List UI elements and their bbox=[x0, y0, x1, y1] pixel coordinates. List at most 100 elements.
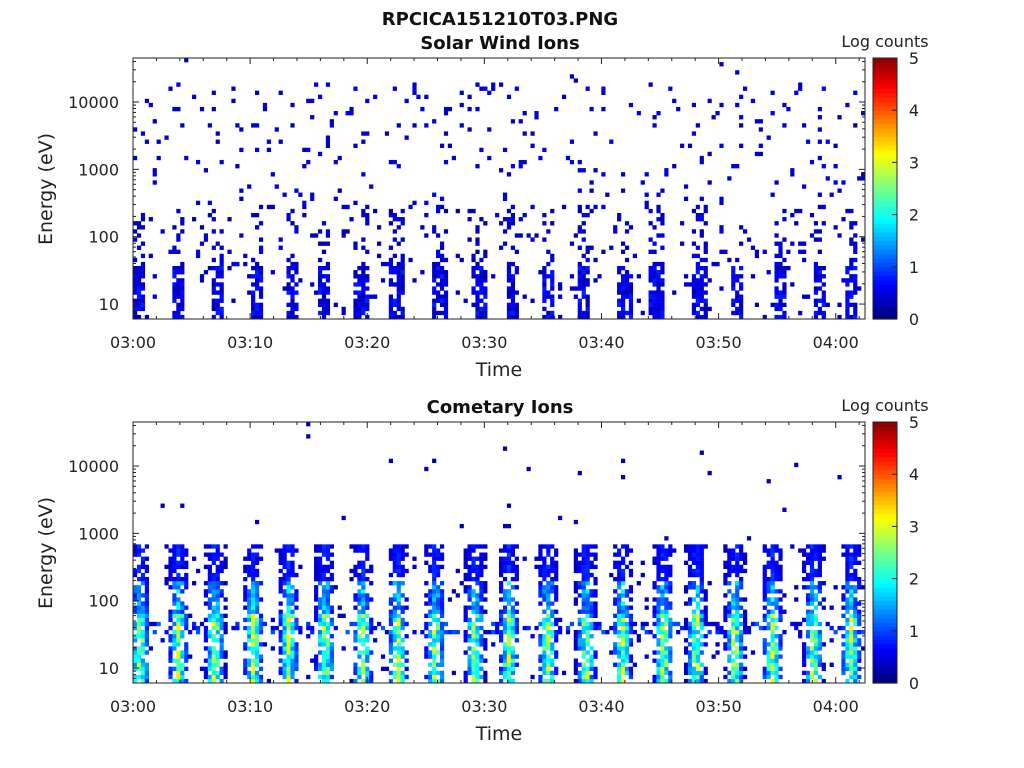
heatmap-cell bbox=[510, 278, 515, 283]
heatmap-cell bbox=[518, 159, 523, 165]
heatmap-cell bbox=[699, 642, 704, 647]
heatmap-cell bbox=[239, 196, 244, 201]
heatmap-cell bbox=[656, 621, 661, 627]
heatmap-cell bbox=[215, 298, 220, 303]
heatmap-cell bbox=[172, 265, 177, 271]
heatmap-cell bbox=[144, 674, 149, 680]
heatmap-cell bbox=[432, 597, 437, 602]
heatmap-cell bbox=[554, 564, 559, 570]
heatmap-cell bbox=[365, 613, 370, 618]
heatmap-cell bbox=[656, 605, 661, 610]
heatmap-cell bbox=[802, 560, 807, 565]
heatmap-cell bbox=[743, 609, 748, 614]
heatmap-cell bbox=[546, 638, 551, 643]
heatmap-cell bbox=[664, 576, 669, 582]
colorbar-swatch bbox=[873, 214, 897, 220]
heatmap-cell bbox=[255, 306, 260, 312]
heatmap-cell bbox=[424, 544, 429, 549]
colorbar-tick-label: 3 bbox=[909, 153, 919, 172]
heatmap-cell bbox=[735, 274, 740, 279]
heatmap-cell bbox=[286, 310, 291, 316]
heatmap-cell bbox=[357, 613, 362, 618]
heatmap-cell bbox=[436, 233, 441, 238]
heatmap-cell bbox=[526, 466, 531, 472]
heatmap-cell bbox=[310, 233, 315, 238]
heatmap-cell bbox=[774, 662, 779, 667]
heatmap-cell bbox=[168, 670, 173, 676]
heatmap-cell bbox=[703, 282, 708, 287]
heatmap-cell bbox=[321, 613, 327, 618]
heatmap-cell bbox=[554, 585, 559, 590]
heatmap-cell bbox=[695, 642, 700, 647]
heatmap-cell bbox=[577, 564, 582, 570]
heatmap-cell bbox=[617, 576, 622, 582]
heatmap-cell bbox=[207, 572, 212, 578]
heatmap-cell bbox=[664, 581, 669, 586]
heatmap-cell bbox=[499, 568, 504, 574]
heatmap-cell bbox=[251, 581, 256, 586]
heatmap-cell bbox=[207, 556, 212, 561]
heatmap-cell bbox=[219, 270, 224, 275]
heatmap-cell bbox=[845, 306, 850, 312]
heatmap-cell bbox=[443, 294, 449, 299]
heatmap-cell bbox=[762, 572, 767, 578]
heatmap-cell bbox=[373, 94, 378, 100]
heatmap-cell bbox=[660, 593, 665, 598]
heatmap-cell bbox=[152, 629, 157, 635]
heatmap-cell bbox=[849, 634, 854, 639]
heatmap-cell bbox=[255, 225, 260, 230]
heatmap-cell bbox=[436, 597, 441, 602]
heatmap-cell bbox=[357, 576, 362, 582]
heatmap-cell bbox=[365, 621, 370, 627]
y-tick-label: 1000 bbox=[78, 160, 119, 179]
heatmap-cell bbox=[133, 662, 138, 667]
heatmap-cell bbox=[691, 286, 697, 291]
heatmap-cell bbox=[329, 552, 334, 557]
heatmap-cell bbox=[180, 286, 185, 291]
heatmap-cell bbox=[754, 119, 759, 124]
heatmap-cell bbox=[459, 523, 464, 529]
heatmap-cell bbox=[211, 286, 216, 291]
heatmap-cell bbox=[660, 261, 665, 267]
heatmap-cell bbox=[258, 245, 264, 250]
heatmap-cell bbox=[853, 634, 858, 639]
heatmap-cell bbox=[853, 613, 858, 618]
heatmap-cell bbox=[219, 564, 224, 570]
heatmap-cell bbox=[136, 274, 142, 279]
heatmap-cell bbox=[723, 605, 728, 610]
heatmap-cell bbox=[735, 678, 740, 684]
heatmap-cell bbox=[463, 589, 468, 594]
heatmap-cell bbox=[802, 617, 807, 623]
heatmap-cell bbox=[321, 601, 327, 606]
heatmap-cell bbox=[683, 196, 689, 201]
heatmap-cell bbox=[432, 290, 437, 295]
heatmap-cell bbox=[400, 662, 405, 667]
heatmap-cell bbox=[621, 658, 626, 663]
heatmap-cell bbox=[683, 282, 689, 287]
heatmap-cell bbox=[739, 123, 744, 128]
heatmap-cell bbox=[624, 229, 630, 234]
heatmap-cell bbox=[439, 629, 445, 635]
heatmap-cell bbox=[609, 245, 614, 250]
heatmap-cell bbox=[361, 609, 366, 614]
heatmap-cell bbox=[140, 650, 146, 655]
heatmap-cell bbox=[349, 111, 354, 116]
heatmap-cell bbox=[247, 605, 252, 610]
colorbar-swatch bbox=[873, 422, 897, 427]
heatmap-cell bbox=[695, 290, 700, 295]
heatmap-cell bbox=[668, 544, 673, 549]
heatmap-cell bbox=[502, 625, 508, 631]
heatmap-cell bbox=[243, 662, 248, 667]
heatmap-cell bbox=[361, 572, 366, 578]
heatmap-cell bbox=[211, 678, 216, 684]
heatmap-cell bbox=[778, 270, 783, 275]
heatmap-cell bbox=[758, 151, 763, 157]
heatmap-cell bbox=[621, 601, 626, 606]
heatmap-cell bbox=[672, 621, 677, 627]
heatmap-cell bbox=[396, 302, 401, 308]
heatmap-cell bbox=[802, 585, 807, 590]
heatmap-cell bbox=[735, 593, 740, 598]
heatmap-cell bbox=[321, 605, 327, 610]
heatmap-cell bbox=[699, 564, 704, 570]
heatmap-cell bbox=[211, 217, 216, 222]
